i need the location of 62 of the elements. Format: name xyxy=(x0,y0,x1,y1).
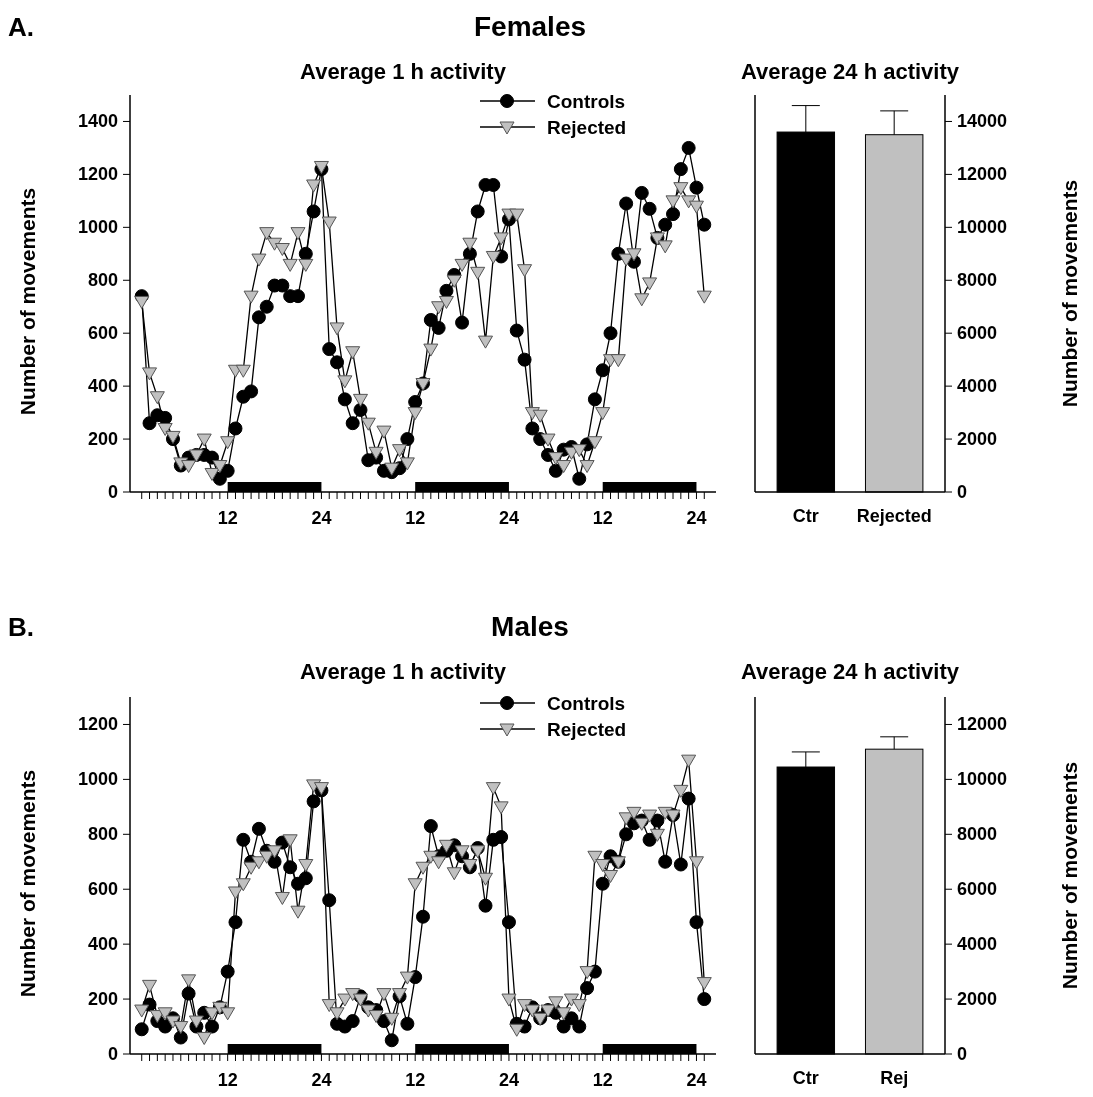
y-tick-label: 1200 xyxy=(77,714,118,735)
x-tick-label: 24 xyxy=(498,508,519,528)
chart-title: Average 1 h activity xyxy=(300,659,507,684)
y-tick-label: 0 xyxy=(107,1044,118,1064)
x-tick-label: 12 xyxy=(217,1070,238,1090)
x-tick-label: 12 xyxy=(592,1070,613,1090)
y-tick-label: 200 xyxy=(87,989,118,1010)
chart-title: Average 24 h activity xyxy=(740,59,960,84)
y2-tick-label: 0 xyxy=(957,482,968,502)
x-tick-label: 24 xyxy=(686,1070,707,1090)
text: B. xyxy=(8,612,34,642)
x-tick-label: 12 xyxy=(405,1070,426,1090)
x-tick-label: Rej xyxy=(880,1068,909,1088)
y2-axis-title: Number of movements xyxy=(1058,761,1081,990)
y-tick-label: 1000 xyxy=(77,217,118,238)
x-tick-label: Rejected xyxy=(856,506,932,526)
y2-tick-label: 4000 xyxy=(957,934,998,955)
y-tick-label: 800 xyxy=(87,824,118,845)
x-tick-label: Ctr xyxy=(792,506,819,526)
y-tick-label: 600 xyxy=(87,323,118,344)
y-tick-label: 1400 xyxy=(77,111,118,132)
y-tick-label: 0 xyxy=(107,482,118,502)
text: A. xyxy=(8,12,34,42)
chart-title: Average 24 h activity xyxy=(740,659,960,684)
y2-tick-label: 6000 xyxy=(957,323,998,344)
y2-tick-label: 8000 xyxy=(957,824,998,845)
text: Males xyxy=(491,611,569,642)
y-tick-label: 600 xyxy=(87,879,118,900)
legend-label: Controls xyxy=(547,91,626,112)
y2-tick-label: 0 xyxy=(957,1044,968,1064)
y2-tick-label: 8000 xyxy=(957,270,998,291)
x-tick-label: Ctr xyxy=(792,1068,819,1088)
y2-tick-label: 2000 xyxy=(957,429,998,450)
y2-tick-label: 12000 xyxy=(957,714,1008,735)
y2-tick-label: 14000 xyxy=(957,111,1008,132)
y2-tick-label: 10000 xyxy=(957,217,1008,238)
y-axis-title: Number of movements xyxy=(16,187,39,416)
x-tick-label: 24 xyxy=(311,1070,332,1090)
y-tick-label: 400 xyxy=(87,934,118,955)
x-tick-label: 24 xyxy=(686,508,707,528)
x-tick-label: 12 xyxy=(217,508,238,528)
x-tick-label: 12 xyxy=(592,508,613,528)
legend-label: Rejected xyxy=(547,719,627,740)
x-tick-label: 24 xyxy=(498,1070,519,1090)
y-tick-label: 800 xyxy=(87,270,118,291)
y-tick-label: 1200 xyxy=(77,164,118,185)
y2-axis-title: Number of movements xyxy=(1058,179,1081,408)
y2-tick-label: 10000 xyxy=(957,769,1008,790)
chart-title: Average 1 h activity xyxy=(300,59,507,84)
y2-tick-label: 2000 xyxy=(957,989,998,1010)
y-tick-label: 200 xyxy=(87,429,118,450)
y-tick-label: 1000 xyxy=(77,769,118,790)
y-tick-label: 400 xyxy=(87,376,118,397)
y2-tick-label: 4000 xyxy=(957,376,998,397)
x-tick-label: 24 xyxy=(311,508,332,528)
y2-tick-label: 12000 xyxy=(957,164,1008,185)
legend-label: Rejected xyxy=(547,117,627,138)
y2-tick-label: 6000 xyxy=(957,879,998,900)
x-tick-label: 12 xyxy=(405,508,426,528)
text: Females xyxy=(473,11,587,42)
y-axis-title: Number of movements xyxy=(16,769,39,998)
legend-label: Controls xyxy=(547,693,626,714)
